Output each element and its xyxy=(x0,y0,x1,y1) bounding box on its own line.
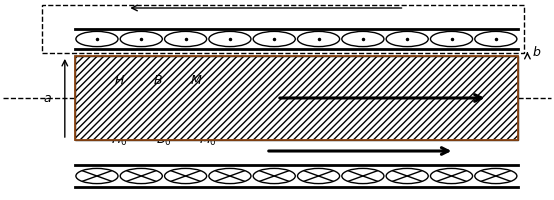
Text: $B$: $B$ xyxy=(153,74,163,88)
Circle shape xyxy=(76,168,118,184)
Circle shape xyxy=(253,168,295,184)
Circle shape xyxy=(430,168,473,184)
Circle shape xyxy=(475,31,517,47)
Circle shape xyxy=(430,31,473,47)
Circle shape xyxy=(386,31,428,47)
Bar xyxy=(75,56,518,140)
Circle shape xyxy=(475,168,517,184)
Circle shape xyxy=(165,168,207,184)
Circle shape xyxy=(165,31,207,47)
Circle shape xyxy=(209,168,251,184)
Circle shape xyxy=(297,168,340,184)
Text: $b$: $b$ xyxy=(532,46,541,60)
Circle shape xyxy=(120,31,162,47)
Circle shape xyxy=(209,31,251,47)
Bar xyxy=(42,5,524,53)
Bar xyxy=(75,56,518,140)
Circle shape xyxy=(342,168,384,184)
Circle shape xyxy=(342,31,384,47)
Circle shape xyxy=(120,168,162,184)
Text: $H_0$: $H_0$ xyxy=(111,132,127,148)
Text: $M_0$: $M_0$ xyxy=(199,132,217,148)
Text: $B_0$: $B_0$ xyxy=(156,132,171,148)
Circle shape xyxy=(253,31,295,47)
Text: $a$: $a$ xyxy=(43,92,52,104)
Text: $M$: $M$ xyxy=(191,74,203,88)
Circle shape xyxy=(297,31,340,47)
Bar xyxy=(75,56,518,140)
Circle shape xyxy=(76,31,118,47)
Circle shape xyxy=(386,168,428,184)
Text: $H$: $H$ xyxy=(114,74,125,88)
